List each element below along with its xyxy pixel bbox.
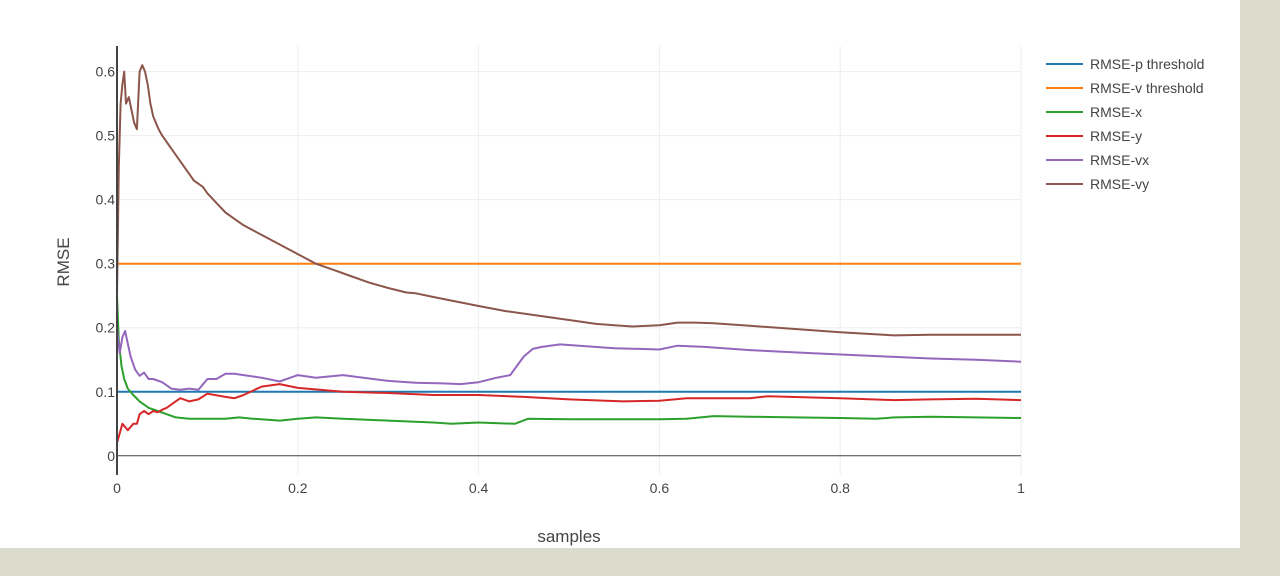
x-tick-label: 0 [113, 480, 121, 496]
tick-labels: 0 0.2 0.4 0.6 0.8 1 0 0.1 0.2 0.3 0.4 0.5 0.6 [96, 64, 1026, 496]
line-chart: 0 0.2 0.4 0.6 0.8 1 0 0.1 0.2 0.3 0.4 0.5 0.6 sample… [54, 46, 1204, 546]
series-line-rmse-x [116, 295, 1022, 425]
y-tick-label: 0.1 [96, 384, 116, 400]
legend-label: RMSE-vx [1090, 152, 1149, 168]
x-tick-label: 0.8 [830, 480, 850, 496]
legend-label: RMSE-y [1090, 128, 1142, 144]
y-tick-label: 0.2 [96, 320, 116, 336]
y-axis-title: RMSE [54, 237, 73, 286]
series-line-rmse-vy [116, 64, 1021, 337]
x-tick-label: 0.2 [288, 480, 308, 496]
series-lines [116, 64, 1022, 444]
legend-item[interactable]: RMSE-p threshold [1046, 56, 1204, 72]
x-tick-label: 0.6 [650, 480, 670, 496]
legend-label: RMSE-x [1090, 104, 1142, 120]
y-tick-label: 0.3 [96, 256, 116, 272]
legend-item[interactable]: RMSE-vx [1046, 152, 1149, 168]
y-tick-label: 0.4 [96, 192, 116, 208]
x-tick-label: 0.4 [469, 480, 489, 496]
legend-item[interactable]: RMSE-v threshold [1046, 80, 1204, 96]
legend[interactable]: RMSE-p threshold RMSE-v threshold RMSE-x RM… [1046, 56, 1204, 192]
legend-label: RMSE-p threshold [1090, 56, 1204, 72]
legend-item[interactable]: RMSE-vy [1046, 176, 1149, 192]
y-tick-label: 0 [107, 448, 115, 464]
legend-label: RMSE-v threshold [1090, 80, 1204, 96]
y-tick-label: 0.5 [96, 128, 116, 144]
legend-item[interactable]: RMSE-x [1046, 104, 1142, 120]
series-line-rmse-y [116, 383, 1022, 444]
axes [116, 46, 1021, 475]
y-tick-label: 0.6 [96, 64, 116, 80]
x-axis-title: samples [537, 527, 600, 546]
legend-label: RMSE-vy [1090, 176, 1149, 192]
legend-item[interactable]: RMSE-y [1046, 128, 1142, 144]
plot-background: 0 0.2 0.4 0.6 0.8 1 0 0.1 0.2 0.3 0.4 0.5 0.6 sample… [0, 0, 1240, 548]
x-tick-label: 1 [1017, 480, 1025, 496]
gridlines [117, 46, 1022, 475]
series-line-rmse-vx [116, 327, 1022, 391]
